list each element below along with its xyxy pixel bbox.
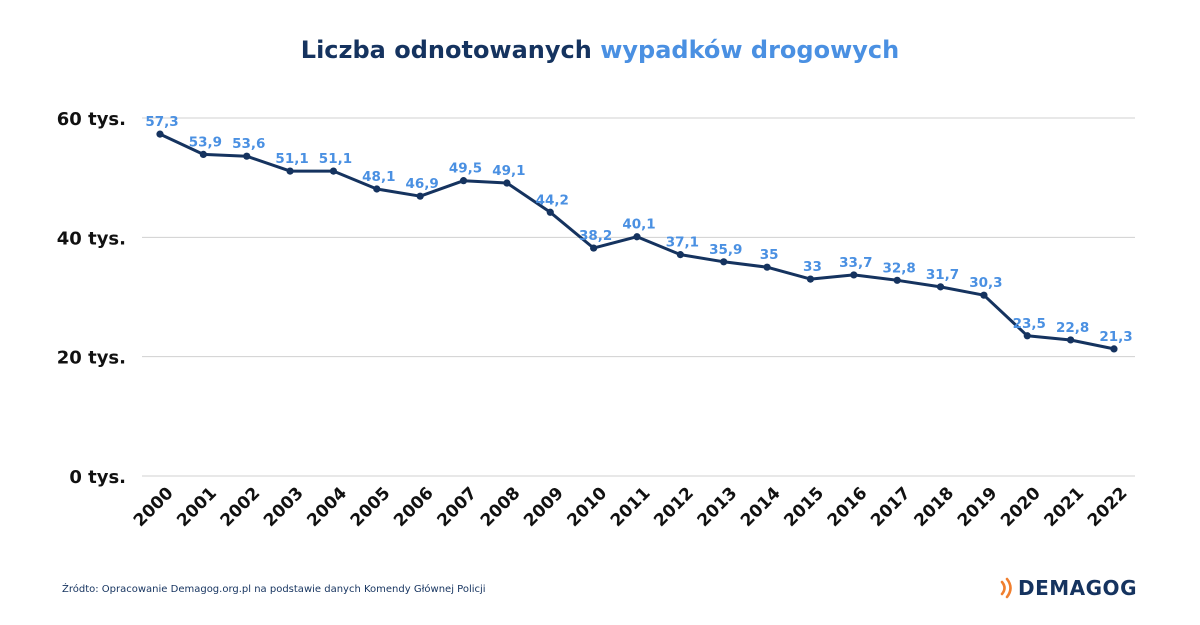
x-tick-label: 2022: [1084, 483, 1132, 531]
x-tick-label: 2018: [910, 483, 958, 531]
data-label: 49,5: [449, 161, 482, 177]
broadcast-icon: [1000, 577, 1012, 599]
data-label: 44,2: [536, 192, 569, 208]
x-tick-label: 2002: [217, 483, 265, 531]
data-label: 32,8: [883, 260, 916, 276]
x-tick-label: 2000: [130, 483, 178, 531]
data-point: [850, 271, 858, 279]
x-tick-label: 2011: [607, 483, 655, 531]
data-point: [763, 263, 771, 271]
data-point: [373, 185, 381, 193]
x-tick-label: 2013: [694, 483, 742, 531]
demagog-logo: DEMAGOG: [1000, 576, 1137, 600]
x-tick-label: 2006: [390, 483, 438, 531]
title-part-2: wypadków drogowych: [600, 36, 900, 64]
data-point: [156, 130, 164, 138]
data-point: [1023, 332, 1031, 340]
data-point: [459, 177, 468, 185]
x-tick-label: 2003: [260, 483, 308, 531]
x-tick-label: 2004: [303, 483, 351, 531]
x-tick-label: 2015: [780, 483, 828, 531]
data-label: 53,9: [189, 134, 222, 150]
x-tick-label: 2020: [997, 483, 1045, 531]
x-tick-label: 2017: [867, 483, 915, 531]
source-note: Źródto: Opracowanie Demagog.org.pl na po…: [62, 584, 486, 595]
data-point: [199, 150, 207, 158]
x-tick-label: 2014: [737, 483, 785, 531]
x-tick-label: 2019: [954, 483, 1002, 531]
data-label: 37,1: [666, 235, 699, 251]
data-point: [893, 276, 901, 284]
data-label: 35,9: [709, 242, 742, 258]
y-tick-label: 40 tys.: [57, 228, 126, 249]
y-tick-label: 60 tys.: [57, 109, 126, 130]
data-point: [633, 233, 641, 241]
data-label: 33: [803, 259, 822, 275]
data-point: [590, 244, 598, 252]
data-label: 57,3: [145, 114, 178, 130]
data-label: 30,3: [969, 275, 1002, 291]
data-point: [1067, 336, 1075, 344]
data-point: [243, 152, 251, 160]
data-point: [329, 167, 338, 175]
y-tick-label: 0 tys.: [69, 467, 126, 488]
data-label: 33,7: [839, 255, 872, 271]
data-point: [980, 291, 988, 299]
data-label: 51,1: [275, 151, 308, 167]
x-tick-label: 2005: [347, 483, 395, 531]
x-tick-label: 2009: [520, 483, 568, 531]
x-tick-label: 2012: [650, 483, 698, 531]
data-point: [503, 179, 511, 187]
x-tick-label: 2010: [564, 483, 612, 531]
data-point: [936, 283, 945, 291]
data-label: 48,1: [362, 169, 395, 185]
data-label: 40,1: [622, 217, 655, 233]
data-label: 51,1: [319, 151, 352, 167]
data-point: [676, 251, 684, 259]
x-tick-label: 2021: [1041, 483, 1089, 531]
data-point: [720, 258, 728, 266]
data-label: 53,6: [232, 136, 265, 152]
x-tick-label: 2008: [477, 483, 525, 531]
data-label: 21,3: [1099, 329, 1132, 345]
data-point: [546, 208, 554, 216]
data-label: 49,1: [492, 163, 525, 179]
data-label: 35: [760, 247, 779, 263]
data-point: [286, 167, 294, 175]
data-point: [416, 192, 424, 200]
y-tick-label: 20 tys.: [57, 348, 126, 369]
x-tick-label: 2016: [824, 483, 872, 531]
data-point: [806, 275, 815, 283]
data-label: 31,7: [926, 267, 959, 283]
title-part-1: Liczba odnotowanych: [300, 36, 592, 64]
data-label: 38,2: [579, 228, 612, 244]
line-chart: 0 tys. 20 tys. 40 tys. 60 tys. 57,3 2000 53,9 2…: [57, 109, 1135, 531]
x-tick-label: 2007: [433, 483, 481, 531]
logo-text: DEMAGOG: [1018, 576, 1137, 600]
chart-title: Liczba odnotowanych wypadków drogowych: [0, 36, 1200, 64]
data-label: 22,8: [1056, 320, 1089, 336]
x-tick-label: 2001: [173, 483, 221, 531]
data-label: 23,5: [1013, 316, 1046, 332]
data-label: 46,9: [406, 176, 439, 192]
data-point: [1110, 345, 1118, 353]
